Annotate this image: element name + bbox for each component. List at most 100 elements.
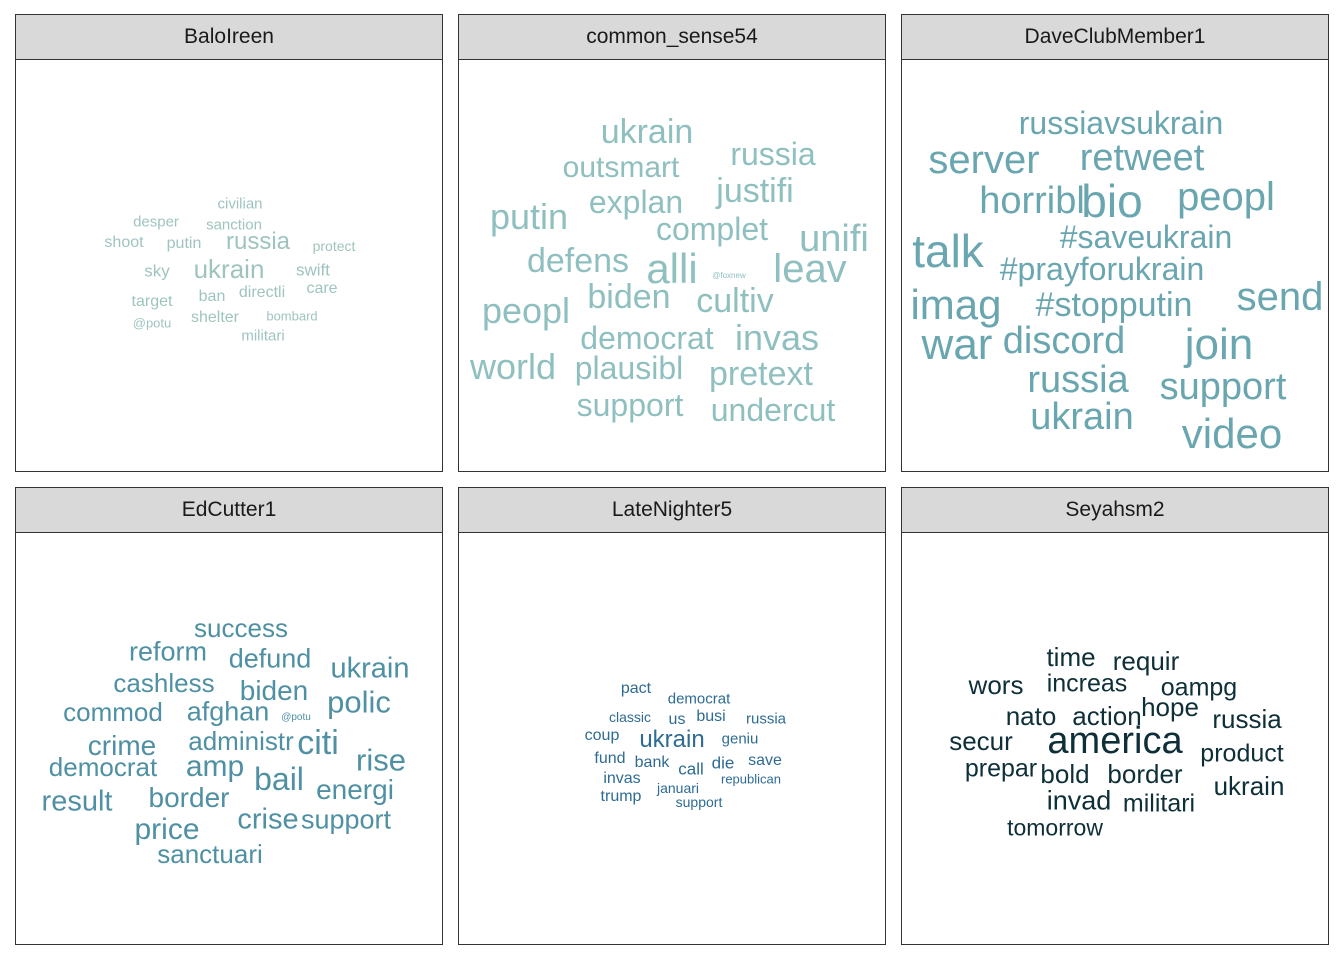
- word-cultiv: cultiv: [696, 282, 774, 320]
- word-fund: fund: [594, 750, 626, 767]
- word-oampg: oampg: [1160, 673, 1238, 702]
- word-democrat: democrat: [48, 752, 158, 782]
- word-cashless: cashless: [113, 668, 215, 698]
- word-defund: defund: [228, 643, 312, 674]
- word-price: price: [134, 813, 200, 846]
- word-ukrain: ukrain: [600, 113, 694, 151]
- word-wors: wors: [968, 670, 1024, 700]
- word-ukrain: ukrain: [639, 726, 705, 753]
- word-justifi: justifi: [716, 172, 794, 210]
- word-russia: russia: [745, 710, 787, 728]
- word-russiavsukrain: russiavsukrain: [1018, 105, 1224, 141]
- word-talk: talk: [912, 225, 984, 277]
- word-geniu: geniu: [721, 730, 759, 748]
- word-die: die: [711, 753, 735, 773]
- word-potu: @potu: [281, 712, 311, 723]
- facet-panel: BaloIreen civilian desper sanction shoot puti…: [15, 14, 443, 472]
- facet-title: EdCutter1: [15, 487, 443, 533]
- word-explan: explan: [588, 184, 684, 220]
- word-support: support: [675, 794, 723, 810]
- word-democrat: democrat: [580, 320, 714, 356]
- word-prayforukrain: #prayforukrain: [999, 251, 1205, 287]
- word-pretext: pretext: [709, 355, 813, 393]
- word-ukrain: ukrain: [1030, 396, 1134, 438]
- facet-panel: EdCutter1 success reform defund ukrain cashle…: [15, 487, 443, 945]
- word-support: support: [576, 387, 684, 423]
- word-ban: ban: [198, 288, 226, 305]
- word-save: save: [748, 752, 782, 769]
- word-administr: administr: [188, 726, 294, 756]
- word-target: target: [131, 293, 173, 310]
- word-rise: rise: [356, 742, 406, 778]
- facet-panel: LateNighter5 pact democrat classic us busi rus…: [458, 487, 886, 945]
- word-bold: bold: [1040, 759, 1090, 789]
- word-republican: republican: [721, 771, 781, 787]
- word-imag: imag: [910, 281, 1002, 328]
- word-pact: pact: [620, 680, 652, 697]
- word-ukrain: ukrain: [193, 254, 265, 284]
- word-video: video: [1181, 410, 1283, 457]
- word-invas: invas: [603, 770, 641, 787]
- word-increas: increas: [1046, 669, 1128, 698]
- facet-title: LateNighter5: [458, 487, 886, 533]
- word-commod: commod: [63, 697, 163, 727]
- word-war: war: [921, 320, 993, 369]
- word-crime: crime: [87, 730, 157, 761]
- word-send: send: [1236, 275, 1324, 319]
- word-trump: trump: [600, 788, 642, 805]
- word-sky: sky: [144, 261, 170, 281]
- word-support: support: [300, 804, 392, 835]
- word-shelter: shelter: [190, 309, 240, 326]
- word-us: us: [668, 711, 686, 728]
- word-action: action: [1072, 701, 1142, 731]
- facet-title: BaloIreen: [15, 14, 443, 60]
- word-amp: amp: [185, 750, 245, 783]
- word-peopl: peopl: [481, 290, 571, 331]
- word-coup: coup: [584, 727, 620, 744]
- word-putin: putin: [489, 196, 569, 237]
- word-bio: bio: [1081, 175, 1143, 227]
- word-nato: nato: [1005, 701, 1057, 731]
- word-world: world: [469, 346, 557, 387]
- word-join: join: [1184, 320, 1254, 369]
- word-protect: protect: [312, 238, 356, 254]
- word-ukrain: ukrain: [330, 652, 410, 685]
- word-bail: bail: [254, 761, 304, 797]
- word-cloud-area: success reform defund ukrain cashless biden po…: [15, 532, 443, 945]
- word-secur: secur: [949, 726, 1013, 756]
- word-hope: hope: [1141, 692, 1199, 722]
- word-unifi: unifi: [799, 218, 869, 260]
- word-polic: polic: [327, 684, 391, 720]
- word-america: america: [1047, 720, 1183, 762]
- word-sanction: sanction: [206, 216, 262, 234]
- word-cloud-area: pact democrat classic us busi russia coup ukrai…: [458, 532, 886, 945]
- word-alli: alli: [646, 245, 698, 292]
- word-swift: swift: [296, 260, 330, 280]
- word-ukrain: ukrain: [1213, 771, 1285, 801]
- word-energi: energi: [316, 774, 394, 805]
- word-invas: invas: [734, 317, 820, 358]
- word-defens: defens: [526, 242, 630, 280]
- word-citi: citi: [297, 724, 339, 762]
- facet-panel: common_sense54 ukrain russia outsmart explan…: [458, 14, 886, 472]
- facet-title: DaveClubMember1: [901, 14, 1329, 60]
- word-requir: requir: [1112, 646, 1180, 676]
- word-foxnew: @foxnew: [712, 271, 746, 280]
- word-peopl: peopl: [1177, 175, 1275, 219]
- word-product: product: [1200, 739, 1284, 768]
- word-stopputin: #stopputin: [1035, 286, 1193, 324]
- word-support: support: [1159, 366, 1287, 408]
- word-prepar: prepar: [964, 754, 1038, 783]
- word-invad: invad: [1046, 785, 1112, 816]
- word-border: border: [148, 782, 230, 813]
- word-border: border: [1107, 759, 1183, 789]
- word-cloud-area: civilian desper sanction shoot putin russia pr…: [15, 59, 443, 472]
- word-leav: leav: [773, 247, 847, 291]
- word-care: care: [306, 280, 338, 297]
- word-undercut: undercut: [710, 392, 836, 428]
- word-sanctuari: sanctuari: [157, 839, 263, 869]
- word-complet: complet: [655, 211, 769, 247]
- word-saveukrain: #saveukrain: [1059, 219, 1233, 255]
- word-desper: desper: [133, 213, 179, 231]
- word-cloud-area: time requir wors increas oampg nato action hope…: [901, 532, 1329, 945]
